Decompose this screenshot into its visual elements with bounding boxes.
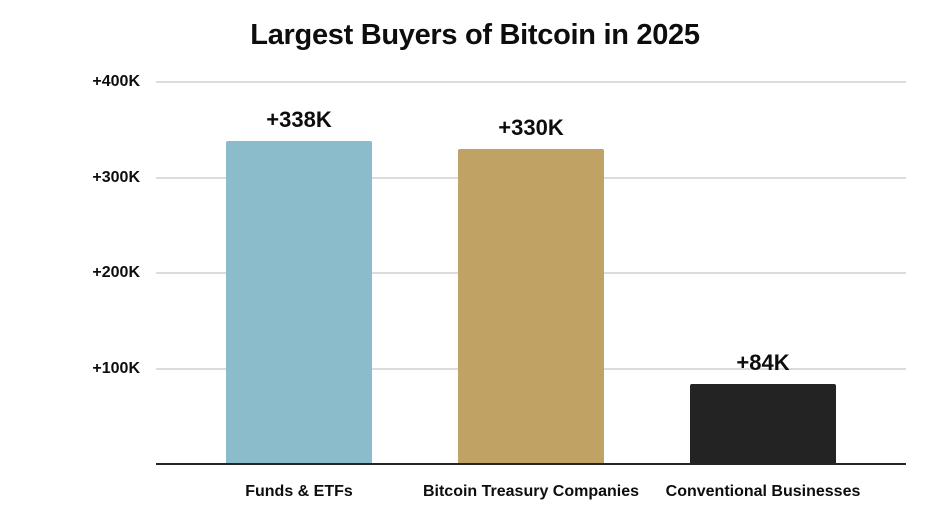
bar-value-label-bitcoin-treasury-companies: +330K	[498, 114, 564, 140]
category-slot: Bitcoin Treasury Companies	[423, 483, 639, 501]
x-axis-category-labels: Funds & ETFs Bitcoin Treasury Companies …	[156, 483, 906, 501]
chart-title: Largest Buyers of Bitcoin in 2025	[250, 19, 700, 51]
category-slot: Conventional Businesses	[666, 483, 861, 501]
bar-value-label-conventional-businesses: +84K	[736, 349, 790, 375]
plot-area: +338K +330K +84K	[156, 81, 906, 465]
bar-group-funds-etfs: +338K	[226, 82, 372, 464]
gridline	[156, 81, 906, 83]
category-label-conventional-businesses: Conventional Businesses	[665, 483, 861, 500]
y-axis-tick-labels: +100K +200K +300K +400K	[40, 73, 140, 464]
category-label-funds-etfs: Funds & ETFs	[245, 483, 353, 500]
bar-funds-etfs	[226, 141, 372, 464]
category-label-bitcoin-treasury-companies: Bitcoin Treasury Companies	[422, 483, 640, 500]
y-tick-label: +100K	[92, 359, 140, 377]
y-tick-label: +300K	[92, 168, 140, 186]
bar-bitcoin-treasury-companies	[458, 148, 604, 464]
x-axis-line	[156, 463, 906, 465]
y-tick-label: +400K	[92, 73, 140, 90]
bar-conventional-businesses	[690, 383, 836, 464]
bars-layer: +338K +330K +84K	[156, 82, 906, 464]
y-tick-label: +200K	[92, 264, 140, 281]
bar-group-bitcoin-treasury-companies: +330K	[458, 82, 604, 464]
bar-value-label-funds-etfs: +338K	[266, 107, 332, 133]
category-slot: Funds & ETFs	[226, 483, 372, 501]
bar-group-conventional-businesses: +84K	[690, 82, 836, 464]
